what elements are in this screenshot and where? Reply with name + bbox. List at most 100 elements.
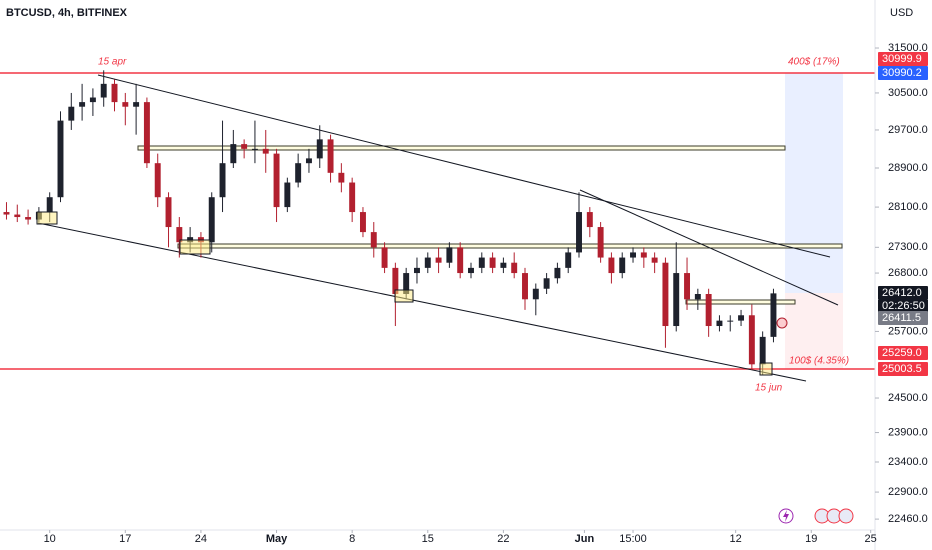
price-label-bg	[878, 346, 928, 360]
y-tick-label: 27300.0	[888, 241, 928, 253]
candle-body	[705, 294, 712, 327]
candle-body	[3, 212, 10, 215]
candle-body	[640, 252, 647, 258]
candle-body	[230, 144, 237, 164]
marker-box	[36, 211, 58, 225]
stop-zone	[785, 293, 843, 369]
price-label: 25259.0	[882, 347, 922, 359]
candle-body	[143, 102, 150, 164]
y-tick-label: 22900.0	[888, 486, 928, 498]
candle-body	[651, 257, 658, 263]
y-tick-label: 26800.0	[888, 267, 928, 279]
y-tick-label: 23900.0	[888, 426, 928, 438]
candle-body	[738, 315, 745, 321]
candle-body	[543, 278, 550, 289]
candle-body	[586, 212, 593, 228]
candle-body	[489, 257, 496, 268]
candle-body	[219, 163, 226, 198]
y-tick-label: 24500.0	[888, 392, 928, 404]
y-tick-label: 31500.0	[888, 42, 928, 54]
candle-body	[284, 182, 291, 208]
trendline	[97, 74, 831, 258]
price-label: 25003.5	[882, 363, 922, 375]
candle-body	[500, 262, 507, 268]
candle-body	[14, 214, 21, 218]
candle-body	[111, 83, 118, 103]
price-label: 26412.0	[882, 287, 922, 299]
y-tick-label: 29700.0	[888, 124, 928, 136]
annotation: 100$ (4.35%)	[789, 356, 849, 367]
candle-body	[133, 102, 140, 107]
candle-body	[251, 148, 258, 150]
candle-body	[89, 97, 96, 103]
x-tick-label: Jun	[575, 533, 595, 545]
candle-body	[273, 153, 280, 208]
candle-body	[597, 227, 604, 258]
y-tick-label: 28100.0	[888, 201, 928, 213]
y-tick-label: 30500.0	[888, 87, 928, 99]
candle-body	[359, 212, 366, 233]
candle-body	[122, 102, 129, 107]
candle-body	[241, 144, 248, 149]
candle-body	[565, 252, 572, 268]
candle-body	[608, 257, 615, 274]
candle-body	[770, 293, 777, 337]
candle-body	[478, 257, 485, 268]
chart-title: BTCUSD, 4h, BITFINEX	[6, 7, 128, 19]
candle-body	[154, 163, 161, 198]
candle-body	[392, 267, 399, 295]
candle-body	[673, 273, 680, 327]
candle-body	[435, 257, 442, 263]
candle-body	[176, 227, 183, 243]
marker-box	[179, 239, 211, 255]
candle-body	[338, 172, 345, 183]
candle-body	[370, 232, 377, 248]
candle-body	[57, 120, 64, 198]
candle-body	[727, 320, 734, 322]
price-label: 26411.5	[882, 312, 921, 324]
annotation: 15 jun	[755, 383, 783, 394]
level-band	[137, 145, 786, 151]
y-tick-label: 22460.0	[888, 513, 928, 525]
candle-body	[262, 148, 269, 154]
candle-body	[446, 247, 453, 263]
price-label-bg	[878, 52, 928, 66]
candle-body	[25, 217, 32, 220]
candle-body	[576, 212, 582, 253]
candle-body	[381, 247, 388, 268]
marker-circle	[776, 317, 788, 329]
candle-body	[295, 163, 302, 183]
candle-body	[554, 267, 561, 279]
candle-body	[403, 273, 410, 295]
candle-body	[46, 197, 53, 213]
candle-body	[316, 139, 323, 159]
x-tick-label: 10	[44, 533, 56, 545]
x-tick-label: 15	[422, 533, 434, 545]
candle-body	[716, 320, 723, 327]
candle-body	[759, 336, 766, 365]
candle-body	[662, 262, 669, 327]
annotation: 400$ (17%)	[788, 57, 840, 68]
x-tick-label: 12	[730, 533, 742, 545]
x-tick-label: 15:00	[619, 533, 647, 545]
candle-body	[694, 294, 701, 300]
x-tick-label: 24	[195, 533, 207, 545]
x-tick-label: 17	[119, 533, 131, 545]
candle-body	[79, 102, 86, 107]
flag-icon[interactable]	[838, 508, 854, 524]
level-band	[685, 299, 796, 305]
y-tick-label: 23400.0	[888, 456, 928, 468]
price-label: 30990.2	[882, 67, 922, 79]
currency: USD	[890, 7, 913, 19]
countdown: 02:26:50	[882, 300, 925, 312]
annotation: 15 apr	[98, 57, 127, 68]
candle-body	[522, 273, 528, 300]
candle-body	[684, 273, 691, 300]
candle-body	[511, 262, 518, 274]
price-label-bg	[878, 311, 928, 325]
candle-body	[748, 315, 755, 365]
candle-body	[208, 197, 215, 243]
